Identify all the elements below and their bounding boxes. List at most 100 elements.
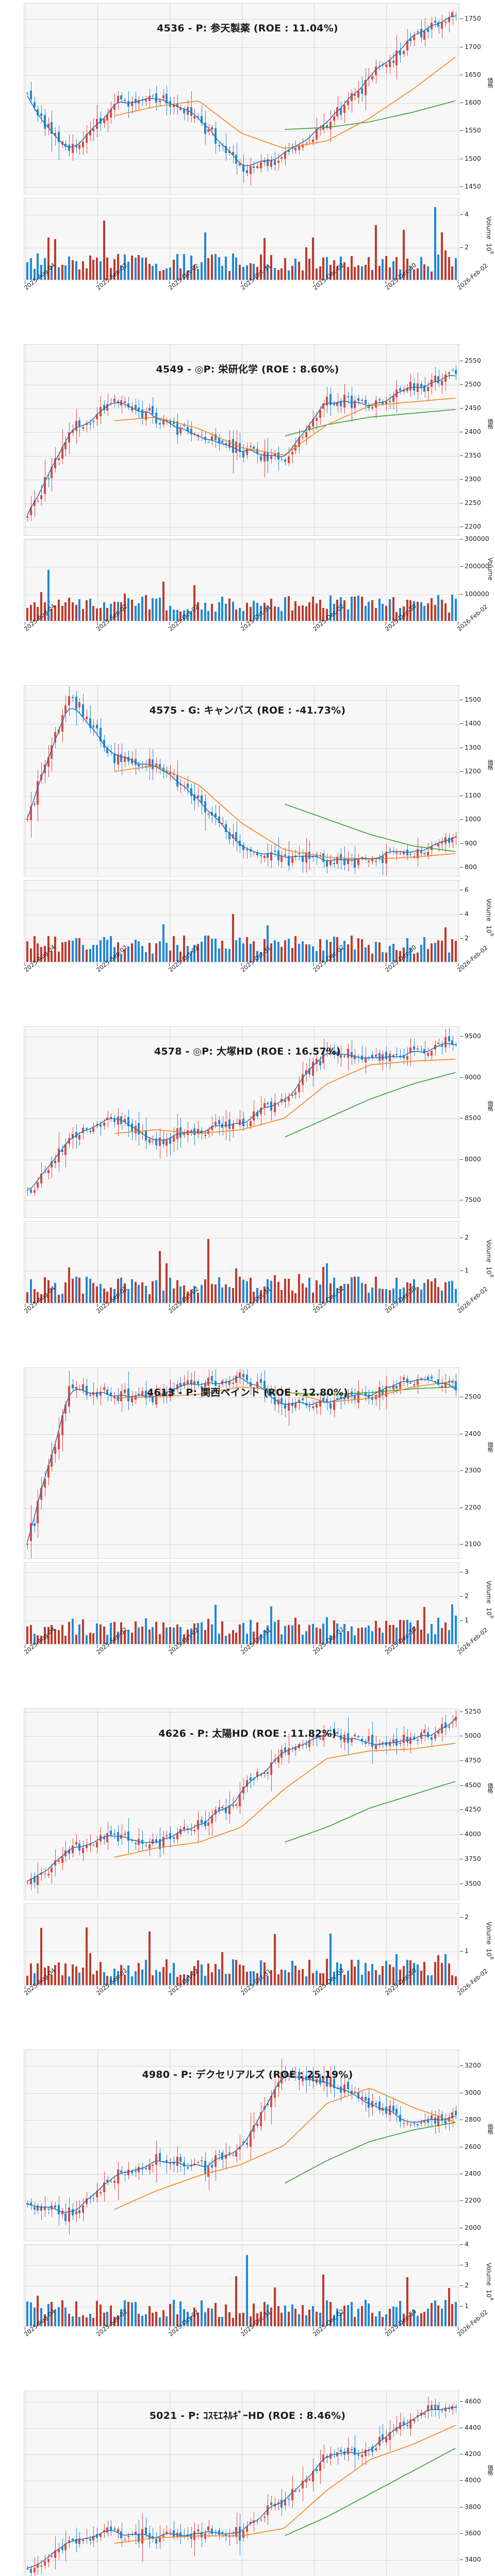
- volume-bar: [250, 1620, 252, 1644]
- candle-body: [322, 1734, 324, 1741]
- volume-bar: [319, 1973, 321, 1985]
- candle-body: [382, 1389, 384, 1395]
- candle-body: [250, 166, 252, 174]
- candle-body: [298, 2490, 300, 2492]
- volume-bar: [179, 2301, 182, 2326]
- candle-wick: [205, 1130, 206, 1140]
- volume-bar: [270, 1606, 272, 1644]
- candle-body: [34, 1190, 36, 1193]
- candle-body: [333, 1050, 335, 1054]
- volume-bar: [451, 939, 453, 962]
- gridline-vertical: [25, 539, 26, 621]
- volume-bar: [274, 606, 276, 621]
- volume-bar: [44, 945, 46, 962]
- volume-bar: [106, 1635, 108, 1644]
- volume-tick-label: 6: [465, 885, 469, 893]
- candle-body: [395, 2427, 398, 2431]
- ma-long-line: [285, 1072, 456, 1138]
- candle-wick: [295, 141, 296, 155]
- volume-bar: [173, 1628, 175, 1644]
- volume-bar: [385, 1289, 387, 1303]
- candle-body: [427, 1377, 429, 1379]
- candle-body: [204, 1383, 206, 1387]
- candle-body: [343, 1397, 345, 1400]
- volume-bar: [298, 1624, 300, 1644]
- volume-tick: 2: [460, 1913, 469, 1921]
- candle-wick: [219, 142, 220, 152]
- volume-bar: [235, 609, 237, 621]
- candle-body: [336, 1398, 338, 1399]
- candle-body: [239, 1793, 241, 1806]
- moving-average-lines: [27, 2075, 456, 2213]
- candle-body: [64, 143, 67, 147]
- price-tick-label: 7500: [465, 1196, 481, 1204]
- gridline-horizontal: [24, 19, 460, 20]
- candle-body: [113, 104, 116, 110]
- candle-body: [263, 1103, 266, 1108]
- candle-wick: [194, 1370, 195, 1391]
- volume-bar: [110, 1976, 112, 1985]
- candle-body: [413, 856, 415, 857]
- volume-bar: [221, 596, 223, 621]
- volume-bar: [305, 944, 307, 962]
- candle-body: [135, 1396, 137, 1400]
- candle-body: [141, 1391, 143, 1396]
- volume-bar: [242, 943, 244, 962]
- candle-body: [417, 1379, 419, 1385]
- volume-bar: [267, 1975, 269, 1985]
- volume-bar: [110, 267, 112, 280]
- candle-wick: [184, 2528, 185, 2539]
- candle-body: [326, 2455, 328, 2458]
- volume-bar: [187, 270, 189, 280]
- volume-bar: [448, 257, 450, 280]
- candle-body: [274, 1396, 276, 1404]
- gridline-vertical: [458, 539, 459, 621]
- candle-body: [183, 425, 185, 426]
- candle-body: [246, 170, 248, 174]
- candle-body: [58, 457, 60, 460]
- candle-body: [316, 2469, 318, 2471]
- gridline-vertical: [97, 1709, 98, 1900]
- volume-bar: [176, 1280, 178, 1303]
- candle-body: [113, 753, 116, 763]
- volume-bar: [368, 1625, 370, 1644]
- gridline-vertical: [25, 1027, 26, 1217]
- candle-body: [354, 1395, 356, 1400]
- price-axis-label: 価格: [487, 2465, 493, 2475]
- candle-body: [305, 852, 307, 863]
- candle-body: [113, 2180, 116, 2183]
- candle-wick: [247, 1121, 248, 1128]
- price-tick: 3600: [460, 2529, 481, 2537]
- volume-bar: [124, 950, 126, 962]
- volume-bar: [40, 1635, 42, 1644]
- candle-body: [86, 133, 88, 143]
- candle-body: [242, 2142, 244, 2144]
- candle-body: [302, 1074, 304, 1086]
- volume-bar: [187, 945, 189, 962]
- volume-bar: [34, 1289, 36, 1303]
- candle-wick: [132, 2531, 133, 2536]
- candle-body: [322, 853, 324, 862]
- volume-bar: [256, 1622, 258, 1644]
- volume-bar: [117, 1279, 119, 1303]
- volume-axis-label: Volume 106: [485, 1581, 494, 1618]
- candle-body: [409, 1047, 411, 1054]
- volume-bar: [351, 935, 353, 962]
- volume-bar: [239, 1964, 241, 1985]
- volume-bar: [159, 1971, 161, 1985]
- gridline-horizontal: [24, 2174, 460, 2175]
- volume-bar: [232, 1630, 234, 1644]
- volume-bar: [448, 1630, 450, 1644]
- volume-bar: [263, 939, 266, 962]
- volume-bar: [343, 1283, 345, 1303]
- volume-bar: [444, 1954, 447, 1985]
- volume-bar: [235, 1633, 237, 1644]
- candle-body: [96, 414, 98, 420]
- candle-body: [145, 2527, 147, 2535]
- candle-body: [316, 1403, 318, 1408]
- volume-bar: [260, 2312, 262, 2326]
- price-tick-label: 3200: [465, 2061, 481, 2070]
- candle-body: [89, 1130, 91, 1132]
- price-tick: 1700: [460, 43, 481, 50]
- candle-body: [40, 495, 42, 500]
